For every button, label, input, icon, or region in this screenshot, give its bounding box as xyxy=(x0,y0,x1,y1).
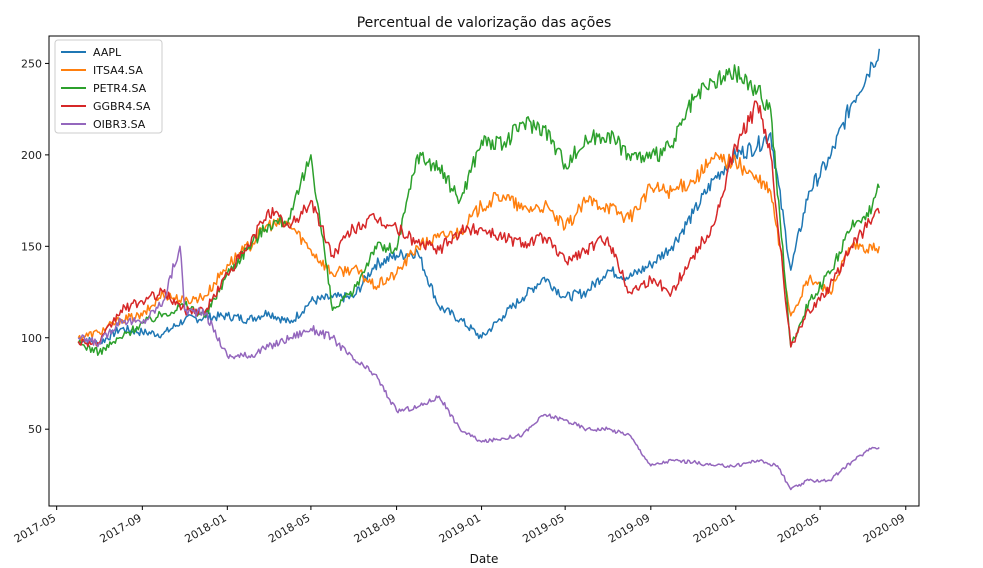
legend-label: GGBR4.SA xyxy=(93,100,151,113)
chart-title: Percentual de valorização das ações xyxy=(357,15,612,31)
legend-box xyxy=(54,39,163,134)
x-tick-label: 2018-09 xyxy=(352,511,398,545)
x-tick-label: 2018-05 xyxy=(266,511,312,545)
y-tick-label: 250 xyxy=(21,57,42,70)
x-tick-label: 2020-01 xyxy=(691,511,737,545)
x-axis-label: Date xyxy=(470,552,499,566)
series-line-petr4-sa xyxy=(77,64,880,356)
plot-area xyxy=(48,35,920,507)
y-tick-label: 100 xyxy=(21,332,42,345)
legend-label: OIBR3.SA xyxy=(93,118,146,131)
series-line-aapl xyxy=(78,48,881,348)
x-axis: 2017-05 2017-09 2018-01 2018-05 2018-09 2019-… xyxy=(12,506,907,546)
legend-label: PETR4.SA xyxy=(93,82,147,95)
series-line-ggbr4-sa xyxy=(77,100,881,348)
series-line-oibr3-sa xyxy=(77,245,880,491)
y-tick-label: 200 xyxy=(21,149,42,162)
y-axis: 50 100 150 200 250 xyxy=(21,57,49,436)
x-tick-label: 2019-09 xyxy=(606,511,652,545)
x-tick-label: 2019-05 xyxy=(520,511,566,545)
x-tick-label: 2017-05 xyxy=(12,511,58,545)
x-tick-label: 2020-09 xyxy=(861,511,907,545)
x-tick-label: 2018-01 xyxy=(183,511,229,545)
y-tick-label: 50 xyxy=(28,423,42,436)
x-tick-label: 2017-09 xyxy=(98,511,144,545)
series-line-itsa4-sa xyxy=(77,151,881,342)
x-tick-label: 2019-01 xyxy=(437,511,483,545)
legend-label: AAPL xyxy=(93,46,122,59)
y-tick-label: 150 xyxy=(21,240,42,253)
legend: AAPL ITSA4.SA PETR4.SA GGBR4.SA OIBR3.SA xyxy=(54,39,163,134)
legend-label: ITSA4.SA xyxy=(93,64,143,77)
x-tick-label: 2020-05 xyxy=(775,511,821,545)
series-lines xyxy=(77,48,881,491)
